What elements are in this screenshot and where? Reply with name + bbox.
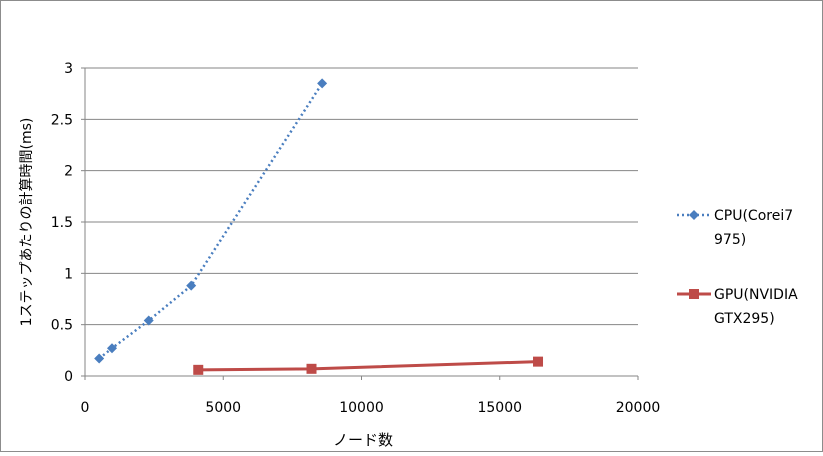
series-group <box>94 78 544 375</box>
y-tick-label: 2 <box>64 164 73 180</box>
series-line <box>98 82 324 360</box>
data-point <box>94 353 105 364</box>
data-point <box>193 364 204 375</box>
y-tick-label: 3 <box>64 61 73 77</box>
y-tick-label: 2.5 <box>51 112 73 128</box>
legend-marker <box>689 289 699 299</box>
legend-entry-1: GPU(NVIDIA GTX295) <box>677 287 798 327</box>
y-tick-label: 1.5 <box>51 215 73 231</box>
x-tick-label: 10000 <box>339 400 384 416</box>
legend-marker <box>689 210 699 220</box>
y-tick-label: 0.5 <box>51 318 73 334</box>
data-point <box>106 343 117 354</box>
legend-label: GTX295) <box>714 311 775 327</box>
legend-label: CPU(Corei7 <box>714 208 793 224</box>
data-point <box>306 363 317 374</box>
x-tick-label: 20000 <box>616 400 661 416</box>
legend-label: GPU(NVIDIA <box>714 287 798 303</box>
x-tick-label: 0 <box>81 400 90 416</box>
x-tick-label: 5000 <box>205 400 241 416</box>
x-axis-ticks: 0 5000 10000 15000 20000 <box>81 376 661 416</box>
data-point <box>317 78 328 89</box>
x-axis-label: ノード数 <box>333 431 393 449</box>
x-tick-label: 15000 <box>477 400 522 416</box>
legend-entry-0: CPU(Corei7 975) <box>677 208 793 248</box>
series-1 <box>193 356 544 375</box>
legend-label: 975) <box>714 232 746 248</box>
data-point <box>533 356 544 367</box>
gridlines <box>85 67 638 326</box>
series-line <box>198 360 539 372</box>
data-point <box>186 280 197 291</box>
y-axis-label: 1ステップあたりの計算時間(ms) <box>19 118 35 327</box>
y-tick-label: 1 <box>64 266 73 282</box>
y-axis-ticks: 0 0.5 1 1.5 2 2.5 3 <box>51 61 85 385</box>
y-tick-label: 0 <box>64 369 73 385</box>
data-point <box>143 315 154 326</box>
legend: CPU(Corei7 975) GPU(NVIDIA GTX295) <box>677 208 798 327</box>
series-0 <box>94 78 328 364</box>
